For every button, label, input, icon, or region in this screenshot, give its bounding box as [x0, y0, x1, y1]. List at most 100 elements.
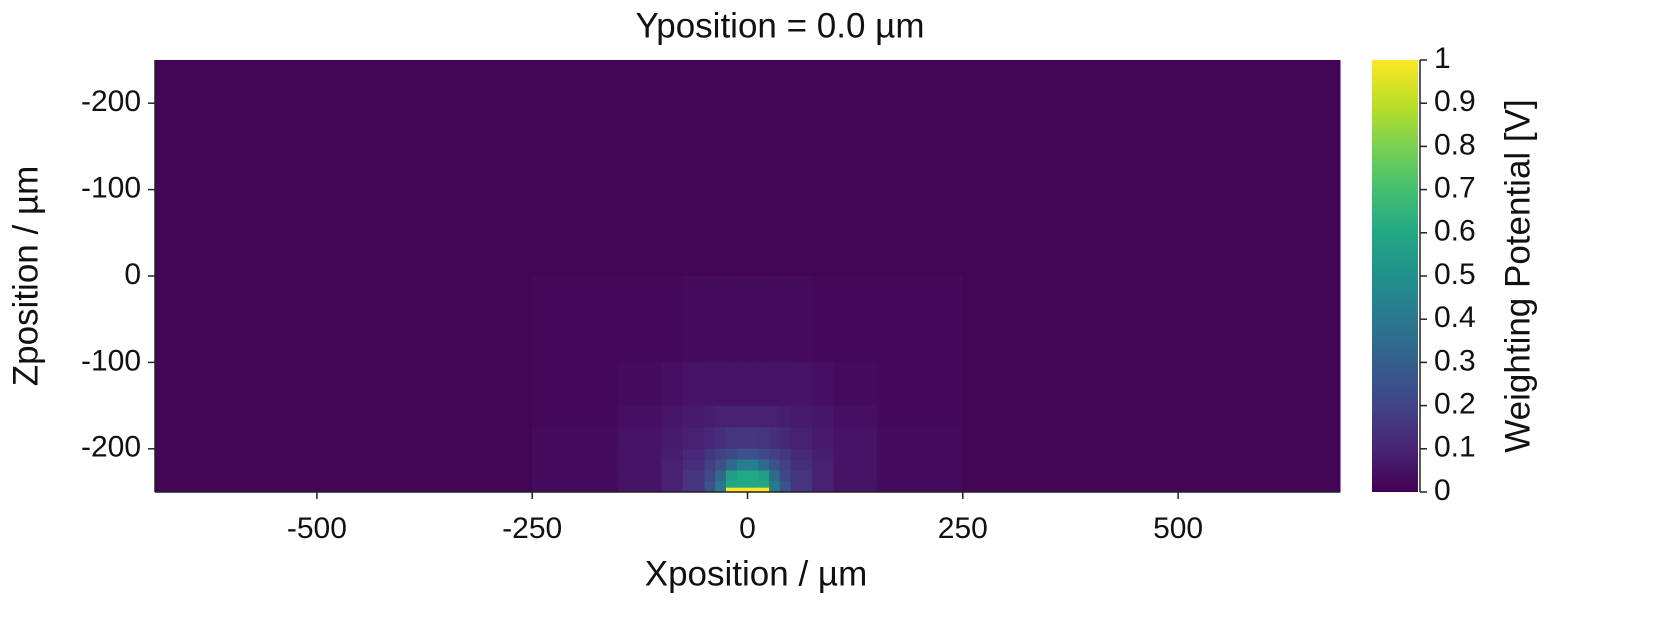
heatmap-cell — [962, 487, 1341, 493]
heatmap-cell — [725, 427, 738, 450]
heatmap-cell — [758, 405, 770, 428]
heatmap-cell — [704, 405, 716, 428]
heatmap-cell — [682, 487, 705, 493]
heatmap-cell — [876, 276, 964, 363]
colorbar-tick-label: 0.8 — [1434, 128, 1476, 161]
heatmap-cell — [962, 189, 1341, 277]
heatmap-cell — [704, 459, 716, 471]
heatmap-cell — [532, 405, 619, 428]
heatmap-cell — [661, 276, 684, 363]
heatmap-cell — [715, 362, 727, 407]
colorbar-tick-label: 0.9 — [1434, 85, 1476, 118]
heatmap-cell — [715, 60, 727, 191]
heatmap-cell — [769, 481, 781, 489]
heatmap-cell — [962, 427, 1341, 450]
heatmap-cell — [758, 481, 770, 489]
colorbar-tick-label: 1 — [1434, 42, 1451, 75]
heatmap-cell — [725, 405, 738, 428]
heatmap-cell — [725, 481, 738, 489]
heatmap-cell — [769, 405, 781, 428]
heatmap-cell — [736, 362, 748, 407]
heatmap-cell — [769, 427, 781, 450]
heatmap-cell — [876, 362, 964, 407]
heatmap-cell — [790, 427, 813, 450]
heatmap-cell — [833, 470, 878, 482]
heatmap-cell — [704, 60, 716, 191]
heatmap-cell — [758, 276, 770, 363]
heatmap-cell — [661, 60, 684, 191]
heatmap-cell — [682, 448, 705, 461]
y-tick-label: -200 — [81, 85, 141, 118]
heatmap-cell — [962, 362, 1341, 407]
heatmap-cell — [155, 470, 533, 482]
heatmap-cell — [812, 405, 835, 428]
heatmap-cell — [661, 459, 684, 471]
heatmap-cell — [812, 189, 835, 277]
heatmap-cell — [779, 276, 792, 363]
colorbar-tick-label: 0.2 — [1434, 388, 1476, 421]
heatmap-cell — [779, 362, 792, 407]
heatmap-cell — [779, 189, 792, 277]
heatmap-cell — [758, 487, 770, 493]
heatmap-cell — [769, 487, 781, 493]
heatmap-cell — [725, 189, 738, 277]
heatmap-cell — [704, 448, 716, 461]
colorbar — [1372, 60, 1418, 492]
heatmap-cell — [833, 487, 878, 493]
heatmap-cell — [725, 276, 738, 363]
heatmap-cell — [725, 362, 738, 407]
heatmap-cell — [876, 448, 964, 461]
heatmap-cell — [833, 481, 878, 489]
heatmap-cell — [779, 448, 792, 461]
heatmap-cell — [962, 276, 1341, 363]
heatmap-cell — [747, 487, 759, 493]
heatmap-cell — [618, 276, 662, 363]
heatmap-cell — [812, 427, 835, 450]
heatmap-cell — [833, 427, 878, 450]
heatmap-cell — [747, 448, 759, 461]
heatmap-cell — [736, 189, 748, 277]
heatmap-cell — [876, 459, 964, 471]
heatmap-cell — [618, 487, 662, 493]
heatmap-cell — [812, 60, 835, 191]
x-tick-label: 250 — [938, 512, 988, 545]
heatmap-cell — [812, 470, 835, 482]
heatmap-cell — [833, 362, 878, 407]
heatmap-cell — [715, 276, 727, 363]
heatmap-cell — [747, 481, 759, 489]
heatmap-cell — [155, 362, 533, 407]
heatmap-cell — [833, 276, 878, 363]
heatmap-cell — [833, 448, 878, 461]
heatmap-cell — [715, 487, 727, 493]
x-tick-label: 500 — [1153, 512, 1203, 545]
heatmap-cell — [682, 459, 705, 471]
heatmap-cell — [532, 189, 619, 277]
heatmap-cell — [736, 448, 748, 461]
heatmap-cell — [812, 459, 835, 471]
heatmap-cell — [876, 405, 964, 428]
heatmap-cell — [833, 459, 878, 471]
heatmap-cell — [747, 405, 759, 428]
heatmap-cell — [876, 470, 964, 482]
heatmap-cell — [715, 481, 727, 489]
heatmap-cell — [790, 276, 813, 363]
heatmap-cell — [725, 487, 738, 493]
heatmap-cell — [962, 470, 1341, 482]
heatmap-cell — [532, 60, 619, 191]
heatmap-cell — [682, 60, 705, 191]
heatmap-cell — [704, 189, 716, 277]
heatmap-cell — [769, 189, 781, 277]
heatmap-cell — [962, 405, 1341, 428]
heatmap-cell — [682, 470, 705, 482]
x-tick-label: -250 — [502, 512, 562, 545]
colorbar-tick-label: 0.6 — [1434, 215, 1476, 248]
heatmap-cell — [715, 470, 727, 482]
colorbar-tick-label: 0.7 — [1434, 172, 1476, 205]
heatmap-cell — [779, 427, 792, 450]
heatmap-cell — [618, 362, 662, 407]
heatmap-cell — [682, 405, 705, 428]
heatmap-cell — [779, 459, 792, 471]
heatmap-cell — [758, 189, 770, 277]
y-tick-label: -100 — [81, 172, 141, 205]
heatmap-cell — [715, 448, 727, 461]
